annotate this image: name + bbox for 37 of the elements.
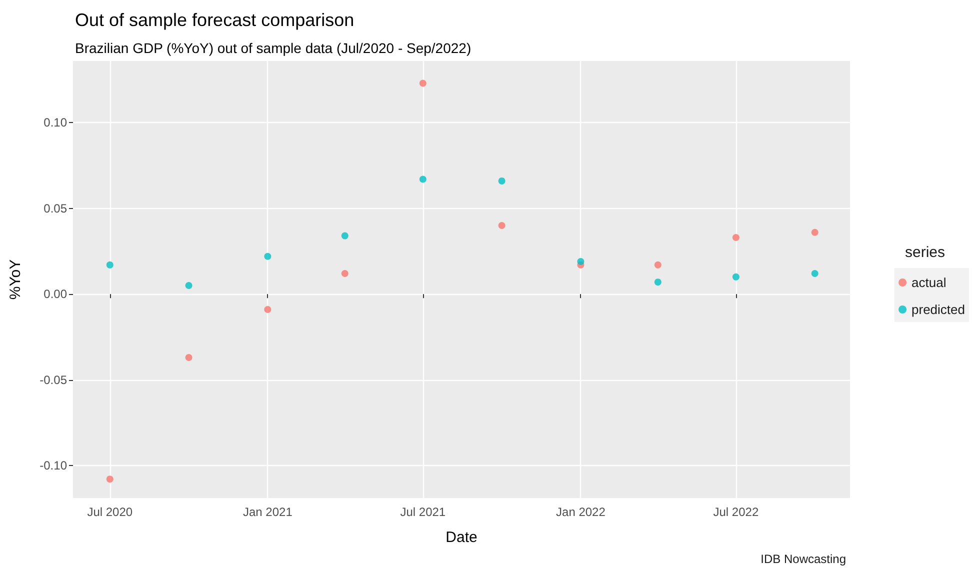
point	[498, 177, 506, 184]
y-tick-label: 0.05	[44, 201, 68, 216]
y-tick-label: 0.00	[44, 287, 68, 302]
x-tick-label: Jan 2021	[242, 505, 293, 519]
point	[732, 234, 740, 242]
point	[185, 354, 192, 361]
x-tick-label: Jul 2020	[87, 505, 133, 519]
point	[732, 273, 740, 280]
point	[654, 278, 662, 286]
point	[106, 476, 114, 483]
legend-title: series	[904, 244, 946, 261]
point	[106, 261, 114, 268]
x-tick-label: Jul 2021	[400, 505, 446, 519]
y-tick-label: 0.10	[44, 116, 68, 130]
legend-label: actual	[912, 275, 946, 290]
point	[419, 80, 426, 87]
point	[341, 270, 348, 277]
x-tick-label: Jul 2022	[713, 505, 759, 519]
text: IDB Nowcasting	[760, 552, 846, 566]
point	[811, 270, 818, 277]
point	[341, 232, 348, 240]
point	[498, 222, 506, 230]
point	[185, 282, 192, 289]
y-tick-label: -0.10	[40, 458, 68, 472]
y-tick-label: -0.05	[40, 372, 68, 387]
chart-title: Out of sample forecast comparison	[75, 10, 354, 30]
x-axis-title: Date	[446, 529, 478, 546]
point	[654, 261, 662, 268]
legend-label: predicted	[912, 302, 966, 317]
chart-subtitle: Brazilian GDP (%YoY) out of sample data (Jul/2020 - Sep/2022)	[75, 40, 472, 56]
point	[811, 228, 818, 236]
x-tick-label: Jan 2022	[556, 505, 606, 519]
y-axis-title: %YoY	[7, 259, 24, 300]
point	[577, 258, 584, 266]
point	[264, 306, 272, 313]
point	[264, 252, 272, 260]
point	[419, 176, 426, 183]
